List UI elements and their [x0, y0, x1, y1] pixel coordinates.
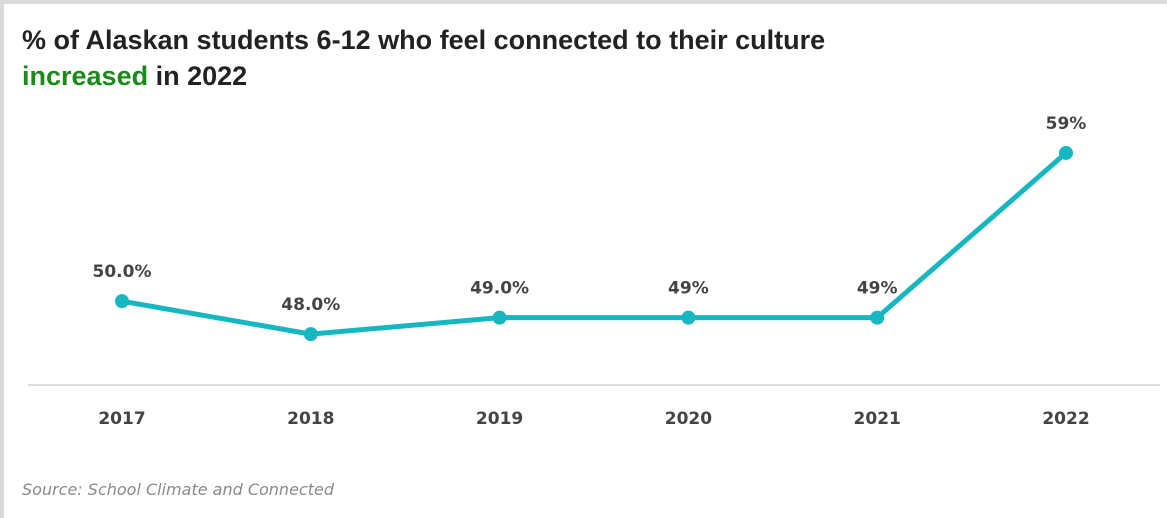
data-point-2022 [1059, 145, 1073, 160]
data-label-2017: 50.0% [93, 262, 152, 282]
title-line-1: % of Alaskan students 6-12 who feel conn… [22, 25, 826, 55]
data-points [115, 145, 1073, 342]
data-label-2022: 59% [1046, 114, 1087, 134]
series-line [119, 150, 1069, 337]
x-tick-2022: 2022 [1042, 409, 1089, 429]
x-tick-2020: 2020 [665, 409, 712, 429]
x-tick-2019: 2019 [476, 409, 523, 429]
data-label-2018: 48.0% [281, 295, 340, 315]
title-highlight: increased [22, 61, 149, 91]
data-label-2020: 49% [668, 279, 709, 299]
source-note: Source: School Climate and Connected [22, 480, 334, 499]
x-tick-2021: 2021 [854, 409, 901, 429]
data-point-2019 [492, 310, 507, 325]
x-tick-labels: 2017 2018 2019 2020 2021 2022 [98, 409, 1089, 429]
title-line-2: in 2022 [148, 61, 248, 91]
data-labels: 50.0% 48.0% 49.0% 49% 49% 59% [93, 114, 1087, 315]
x-tick-2018: 2018 [287, 409, 334, 429]
chart-title: % of Alaskan students 6-12 who feel conn… [22, 22, 825, 94]
data-label-2019: 49.0% [470, 279, 529, 299]
data-point-2020 [681, 310, 696, 325]
x-tick-2017: 2017 [98, 409, 145, 429]
data-point-2018 [303, 327, 318, 342]
data-point-2017 [115, 294, 129, 309]
data-point-2021 [870, 310, 885, 325]
data-label-2021: 49% [857, 279, 898, 299]
